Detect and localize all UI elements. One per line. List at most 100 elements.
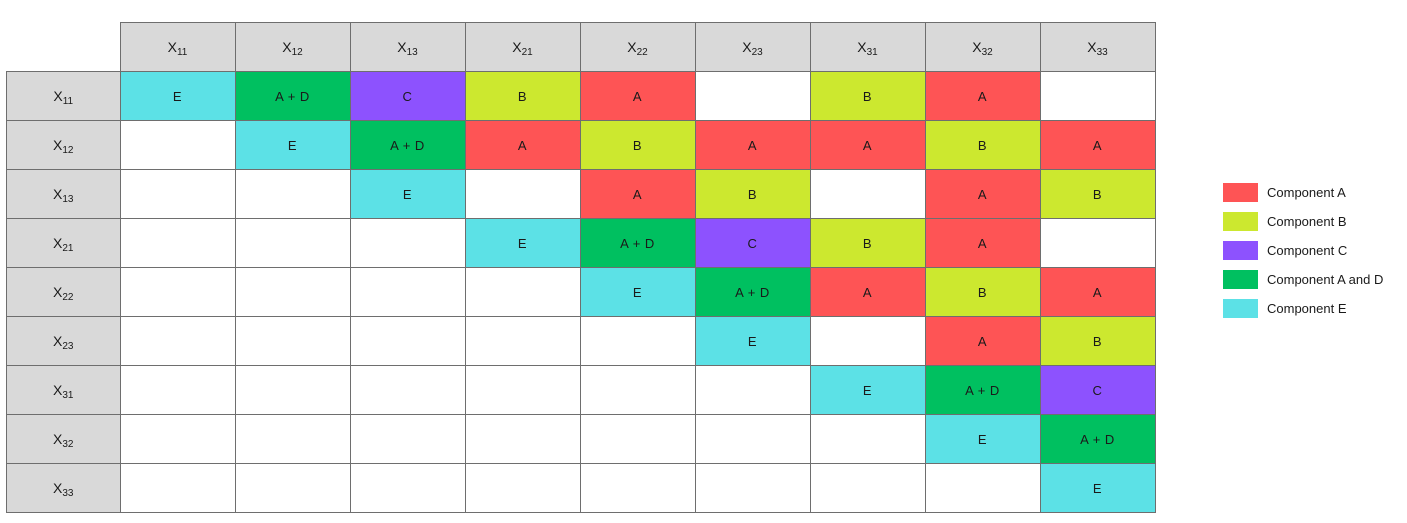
matrix-cell-x21-x32: A [924,218,1041,268]
row-header-x31: X31 [6,365,121,415]
legend-item: Component C [1223,236,1383,265]
matrix-cell-x32-x23 [694,414,811,464]
row-header-subscript: 11 [62,96,74,107]
legend-label: Component A [1267,185,1346,200]
matrix-cell-x23-x32: A [924,316,1041,366]
column-header-variable: X [282,39,292,55]
matrix-cell-x23-x21 [464,316,581,366]
column-header-variable: X [1087,39,1097,55]
matrix-cell-x21-x33 [1039,218,1156,268]
legend-label: Component B [1267,214,1347,229]
matrix-cell-x23-x12 [234,316,351,366]
row-header-x13: X13 [6,169,121,219]
column-header-x11: X11 [119,22,236,72]
matrix-cell-x12-x11 [119,120,236,170]
row-header-subscript: 13 [62,194,74,205]
matrix-cell-x13-x13: E [349,169,466,219]
matrix-cell-x11-x21: B [464,71,581,121]
legend-label: Component E [1267,301,1347,316]
column-header-variable: X [742,39,752,55]
legend-swatch [1223,270,1258,289]
column-header-x12: X12 [234,22,351,72]
matrix-cell-x32-x32: E [924,414,1041,464]
legend-item: Component A and D [1223,265,1383,294]
row-header-variable: X [53,480,63,496]
matrix-cell-x12-x13: A + D [349,120,466,170]
column-header-subscript: 31 [866,47,878,58]
matrix-cell-x21-x11 [119,218,236,268]
matrix-cell-x32-x22 [579,414,696,464]
matrix-cell-x32-x11 [119,414,236,464]
matrix-cell-x23-x22 [579,316,696,366]
column-header-subscript: 33 [1096,47,1108,58]
matrix-cell-x13-x33: B [1039,169,1156,219]
column-header-subscript: 23 [751,47,763,58]
matrix-cell-x13-x32: A [924,169,1041,219]
legend-item: Component E [1223,294,1383,323]
matrix-cell-x11-x13: C [349,71,466,121]
row-header-x12: X12 [6,120,121,170]
matrix-cell-x23-x31 [809,316,926,366]
matrix-cell-x31-x22 [579,365,696,415]
matrix-cell-x22-x11 [119,267,236,317]
matrix-cell-x21-x22: A + D [579,218,696,268]
matrix-cell-x33-x31 [809,463,926,513]
column-header-variable: X [627,39,637,55]
legend-swatch [1223,212,1258,231]
row-header-variable: X [53,333,63,349]
row-header-variable: X [53,382,63,398]
matrix-cell-x22-x23: A + D [694,267,811,317]
row-header-variable: X [53,284,63,300]
column-header-x31: X31 [809,22,926,72]
matrix-cell-x12-x33: A [1039,120,1156,170]
matrix-body: X11 E A + D C B A B A X12 E A + D A B A A B A X13 E A B A B X21… [6,71,1156,513]
matrix-cell-x12-x32: B [924,120,1041,170]
column-header-subscript: 12 [291,47,303,58]
matrix-cell-x13-x21 [464,169,581,219]
matrix-cell-x12-x12: E [234,120,351,170]
matrix-cell-x13-x31 [809,169,926,219]
column-header-variable: X [167,39,177,55]
legend-item: Component B [1223,207,1383,236]
column-header-subscript: 22 [636,47,648,58]
column-header-subscript: 13 [406,47,418,58]
matrix-cell-x13-x22: A [579,169,696,219]
matrix-cell-x33-x22 [579,463,696,513]
row-header-subscript: 21 [62,243,74,254]
matrix-cell-x12-x22: B [579,120,696,170]
row-header-subscript: 32 [62,439,74,450]
matrix-cell-x11-x32: A [924,71,1041,121]
matrix-cell-x22-x33: A [1039,267,1156,317]
row-header-subscript: 22 [62,292,74,303]
matrix-row-x32: X32 E A + D [6,414,1156,464]
matrix-cell-x13-x23: B [694,169,811,219]
corner-cell [6,22,120,72]
row-header-variable: X [53,88,63,104]
column-header-x32: X32 [924,22,1041,72]
column-header-x33: X33 [1039,22,1156,72]
column-header-x23: X23 [694,22,811,72]
matrix-cell-x33-x33: E [1039,463,1156,513]
row-header-x21: X21 [6,218,121,268]
column-header-x21: X21 [464,22,581,72]
legend-label: Component C [1267,243,1348,258]
column-header-x13: X13 [349,22,466,72]
matrix-cell-x21-x21: E [464,218,581,268]
row-header-variable: X [53,431,63,447]
legend-swatch [1223,183,1258,202]
matrix-cell-x31-x11 [119,365,236,415]
matrix-cell-x11-x22: A [579,71,696,121]
matrix-row-x23: X23 E A B [6,316,1156,366]
matrix-cell-x11-x23 [694,71,811,121]
matrix-cell-x31-x12 [234,365,351,415]
matrix-cell-x31-x21 [464,365,581,415]
row-header-x11: X11 [6,71,121,121]
matrix-cell-x22-x13 [349,267,466,317]
row-header-variable: X [53,137,63,153]
column-header-variable: X [857,39,867,55]
matrix-cell-x23-x13 [349,316,466,366]
